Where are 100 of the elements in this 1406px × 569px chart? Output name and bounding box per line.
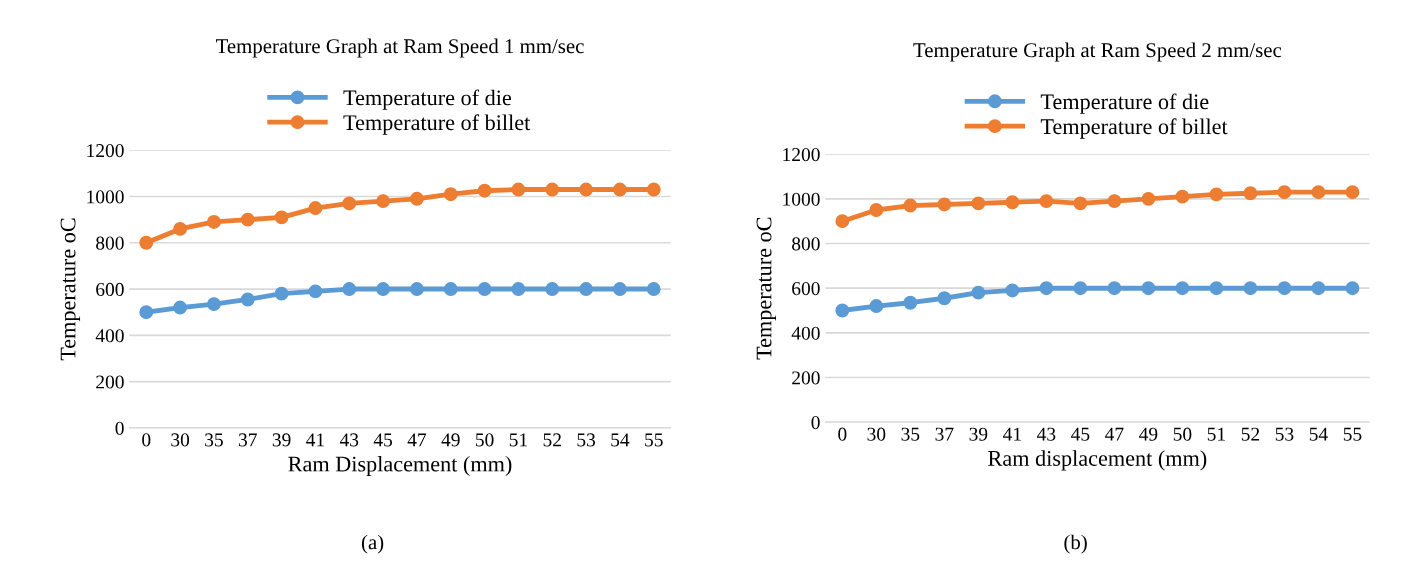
- point: [1039, 194, 1054, 209]
- point: [206, 215, 221, 229]
- point: [240, 292, 255, 307]
- point: [835, 303, 850, 318]
- x-tick-label: 52: [543, 433, 561, 447]
- point: [1107, 194, 1122, 209]
- y-tick-label: 800: [792, 237, 820, 251]
- x-tick-label: 49: [441, 433, 460, 447]
- point: [308, 201, 323, 216]
- point: [835, 214, 850, 229]
- point: [545, 282, 560, 296]
- point: [173, 221, 188, 236]
- x-tick-label: 50: [1173, 427, 1192, 441]
- point: [1209, 281, 1224, 296]
- point: [511, 282, 526, 296]
- point: [1311, 281, 1326, 296]
- point: [1345, 281, 1360, 296]
- x-tick-label: 54: [611, 433, 630, 447]
- y-tick-label: 1000: [783, 192, 820, 206]
- point: [1141, 191, 1156, 206]
- x-tick-label: 50: [475, 433, 494, 447]
- x-tick-label: 47: [407, 433, 427, 447]
- point: [646, 282, 661, 296]
- point: [376, 282, 391, 296]
- point: [139, 305, 154, 320]
- y-tick-label: 200: [96, 375, 124, 389]
- point: [342, 196, 357, 211]
- y-tick-label: 1200: [87, 144, 124, 158]
- point: [612, 182, 627, 197]
- point: [1039, 281, 1054, 296]
- x-tick-label: 39: [272, 433, 291, 447]
- point: [274, 210, 289, 225]
- point: [646, 182, 661, 197]
- point: [903, 198, 918, 213]
- y-tick-label: 0: [811, 416, 820, 430]
- point: [1175, 281, 1190, 296]
- x-tick-label: 47: [1105, 427, 1124, 441]
- point: [240, 212, 255, 227]
- x-tick-label: 52: [1241, 427, 1260, 441]
- x-tick-label: 53: [1275, 427, 1294, 441]
- legend-label: Temperature of die: [343, 89, 512, 110]
- point: [1277, 185, 1292, 200]
- point: [612, 282, 627, 296]
- x-tick-label: 37: [935, 427, 954, 441]
- point: [1345, 185, 1360, 200]
- x-tick-label: 39: [969, 427, 988, 441]
- point: [1311, 185, 1326, 200]
- y-axis-title: Temperature oC: [756, 217, 777, 360]
- text: (a): [361, 534, 384, 554]
- point: [1005, 195, 1020, 210]
- chart-title: Temperature Graph at Ram Speed 2 mm/sec: [913, 42, 1282, 62]
- x-tick-label: 54: [1309, 427, 1328, 441]
- point: [903, 295, 918, 310]
- point: [869, 299, 884, 314]
- y-tick-label: 1000: [87, 190, 124, 204]
- point: [409, 191, 424, 206]
- y-tick-label: 400: [95, 329, 124, 343]
- x-tick-label: 55: [1343, 427, 1362, 441]
- x-tick-label: 30: [171, 433, 190, 447]
- point: [1243, 186, 1258, 201]
- point: [477, 282, 492, 296]
- point: [971, 196, 986, 211]
- chart-title: Temperature Graph at Ram Speed 1 mm/sec: [215, 38, 584, 58]
- y-tick-label: 600: [792, 282, 820, 296]
- x-tick-label: 51: [509, 433, 527, 447]
- point: [1175, 189, 1190, 204]
- x-tick-label: 51: [1207, 427, 1225, 441]
- point: [545, 182, 560, 197]
- y-tick-label: 600: [96, 282, 124, 296]
- x-tick-label: 53: [577, 433, 596, 447]
- point: [1209, 187, 1224, 202]
- y-axis-title: Temperature oC: [60, 218, 81, 361]
- y-tick-label: 400: [791, 326, 820, 340]
- point: [443, 282, 458, 296]
- point: [579, 182, 594, 197]
- point: [937, 197, 952, 212]
- x-axis-title: Ram Displacement (mm): [288, 455, 512, 477]
- legend-label: Temperature of die: [1040, 93, 1209, 114]
- point: [971, 285, 986, 300]
- point: [173, 300, 188, 315]
- point: [308, 284, 323, 299]
- x-tick-label: 49: [1139, 427, 1158, 441]
- y-tick-label: 1200: [783, 148, 820, 162]
- point: [1005, 283, 1020, 298]
- point: [409, 282, 424, 296]
- point: [511, 182, 526, 197]
- point: [376, 194, 391, 209]
- x-tick-label: 41: [1003, 427, 1021, 441]
- point: [1277, 281, 1292, 296]
- point: [139, 235, 154, 250]
- x-tick-label: 45: [373, 433, 393, 447]
- text: (b): [1064, 534, 1087, 554]
- x-tick-label: 45: [1071, 427, 1090, 441]
- x-tick-label: 43: [339, 433, 359, 447]
- x-tick-label: 43: [1037, 427, 1056, 441]
- x-tick-label: 35: [205, 433, 223, 447]
- y-tick-label: 800: [96, 236, 124, 250]
- x-tick-label: 41: [306, 433, 324, 447]
- point: [1141, 281, 1156, 296]
- x-tick-label: 55: [645, 433, 663, 447]
